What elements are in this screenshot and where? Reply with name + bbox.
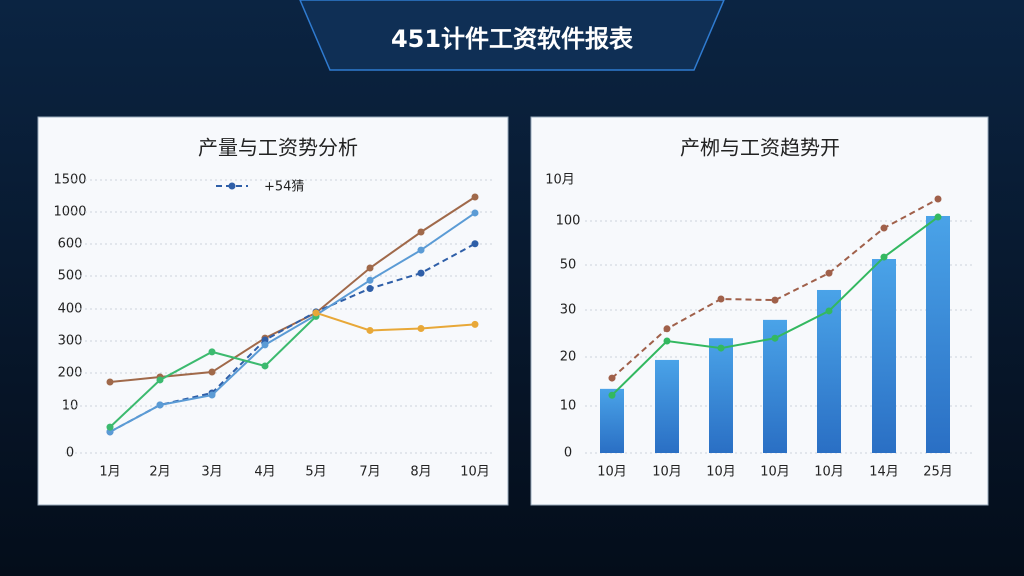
point (156, 401, 164, 409)
point (208, 368, 216, 376)
x-tick-label: 2月 (149, 465, 170, 480)
point (771, 334, 779, 342)
y-tick-label: 100 (556, 214, 581, 229)
bar (655, 359, 679, 453)
x-tick-label: 1月 (99, 465, 120, 480)
bar (600, 388, 624, 453)
x-tick-label: 10月 (760, 465, 790, 480)
title-frame (299, 0, 725, 71)
point (608, 374, 616, 382)
point (663, 325, 671, 333)
point (261, 341, 269, 349)
y-tick-label: 10 (560, 399, 577, 414)
point (106, 378, 114, 386)
point (208, 391, 216, 399)
chart-title: 产量与工资势分析 (198, 136, 358, 160)
page-title: 451计件工资软件报表 (391, 25, 634, 53)
point (934, 213, 942, 221)
point (366, 326, 374, 334)
point (880, 253, 888, 261)
y-tick-label: 20 (560, 350, 577, 365)
x-tick-label: 10月 (706, 465, 736, 480)
bar (926, 215, 950, 453)
point (663, 337, 671, 345)
point (417, 269, 425, 277)
point (366, 276, 374, 284)
point (106, 423, 114, 431)
point (156, 376, 164, 384)
point (312, 309, 320, 317)
y-tick-label: 0 (564, 446, 572, 461)
point (825, 307, 833, 315)
point (417, 246, 425, 254)
y-tick-label: 30 (560, 303, 577, 318)
y-tick-label: 10月 (545, 173, 575, 188)
x-tick-label: 5月 (305, 465, 326, 480)
bar (817, 289, 841, 453)
point (717, 344, 725, 352)
point (771, 296, 779, 304)
panel (530, 116, 989, 506)
point (825, 269, 833, 277)
point (471, 193, 479, 201)
point (261, 362, 269, 370)
legend-label: +54猜 (264, 180, 304, 195)
point (261, 336, 269, 344)
x-tick-label: 10月 (460, 465, 490, 480)
bar (709, 338, 733, 453)
x-tick-label: 7月 (359, 465, 380, 480)
x-tick-label: 10月 (652, 465, 682, 480)
point (366, 285, 374, 293)
point (417, 325, 425, 333)
series-line (315, 311, 476, 332)
point (717, 295, 725, 303)
panel (37, 116, 509, 506)
bar (872, 259, 896, 453)
series-line (109, 212, 476, 433)
point (608, 391, 616, 399)
legend-marker (228, 182, 236, 190)
point (471, 209, 479, 217)
bar (763, 319, 787, 453)
chart-title: 产栁与工资趋势开 (680, 136, 840, 160)
point (417, 228, 425, 236)
x-tick-label: 10月 (814, 465, 844, 480)
point (934, 195, 942, 203)
point (208, 348, 216, 356)
x-tick-label: 3月 (201, 465, 222, 480)
point (471, 320, 479, 328)
y-tick-label: 50 (560, 258, 577, 273)
point (880, 224, 888, 232)
x-tick-label: 10月 (597, 465, 627, 480)
x-tick-label: 4月 (254, 465, 275, 480)
point (471, 240, 479, 248)
point (366, 264, 374, 272)
x-tick-label: 8月 (410, 465, 431, 480)
x-tick-label: 25月 (923, 465, 953, 480)
x-tick-label: 14月 (869, 465, 899, 480)
